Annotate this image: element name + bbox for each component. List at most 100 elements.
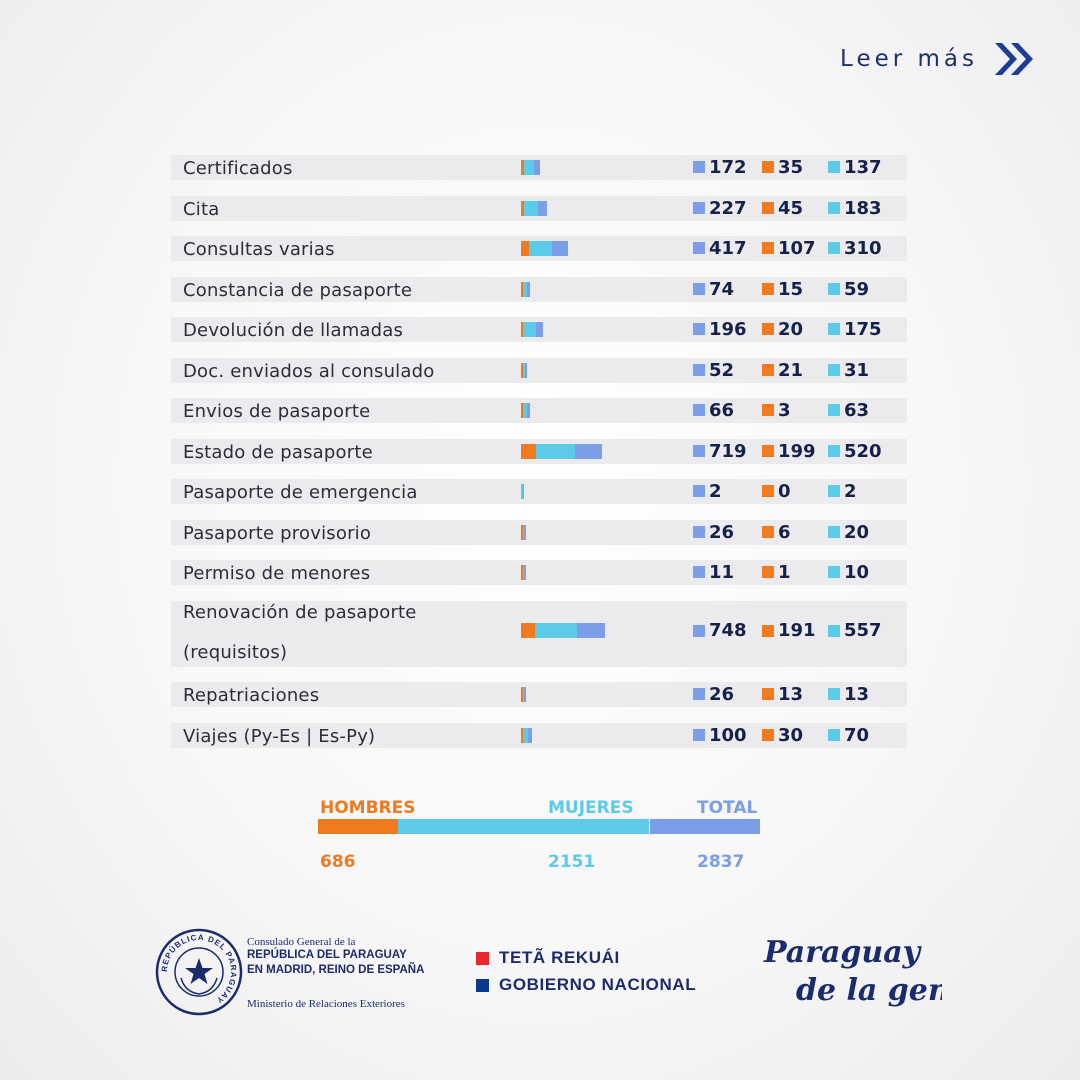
row-label: Envios de pasaporte	[183, 401, 371, 422]
value-hombres: 3	[778, 400, 791, 421]
row-bar	[521, 322, 544, 337]
value-hombres: 1	[778, 562, 791, 583]
bar-segment-hombres	[521, 362, 523, 378]
row-bar	[521, 403, 530, 418]
read-more-link[interactable]: Leer más	[840, 40, 1036, 78]
value-total: 719	[709, 440, 747, 462]
table-row: Repatriaciones 26 13 13	[171, 682, 907, 707]
value-mujeres: 137	[844, 157, 882, 178]
brand-teta-rekuai: TETÃ REKUÁI	[476, 948, 620, 968]
table-row: Pasaporte de emergencia 2 0 2	[171, 479, 907, 504]
legend-square-total	[693, 161, 705, 173]
svg-text:Paraguay: Paraguay	[763, 935, 923, 970]
row-label-line-2: (requisitos)	[183, 641, 288, 663]
row-label: Permiso de menores	[183, 563, 371, 584]
summary-total-value: 2837	[697, 852, 745, 872]
value-mujeres: 13	[844, 684, 870, 705]
table-row: Estado de pasaporte 719 199 520	[171, 438, 907, 464]
bar-segment-mujeres	[522, 687, 525, 702]
row-bar	[521, 565, 526, 580]
legend-square-mujeres	[828, 688, 840, 700]
brand-gobierno-nacional-label: GOBIERNO NACIONAL	[499, 975, 697, 994]
paraguay-de-la-gente-logo: Paraguay de la gente	[763, 935, 942, 1008]
row-label: Devolución de llamadas	[183, 320, 404, 341]
legend-square-total	[693, 363, 705, 376]
bar-segment-mujeres	[522, 403, 528, 418]
value-total: 26	[709, 521, 735, 543]
bar-segment-total	[533, 160, 541, 175]
bar-segment-total	[574, 443, 602, 459]
legend-square-mujeres	[828, 404, 840, 416]
table-row: Pasaporte provisorio 26 6 20	[171, 519, 907, 545]
bar-segment-hombres	[521, 565, 523, 580]
legend-square-mujeres	[828, 485, 840, 497]
value-total: 26	[709, 684, 735, 705]
table-row: Permiso de menores 11 1 10	[171, 560, 907, 585]
summary-total-bar	[649, 819, 760, 834]
legend-square-mujeres	[828, 242, 840, 254]
legend-square-total	[693, 242, 705, 254]
bar-segment-hombres	[521, 322, 523, 337]
value-total: 196	[709, 319, 747, 340]
legend-square-total	[693, 444, 705, 457]
row-label: Pasaporte de emergencia	[183, 482, 418, 503]
row-label: Consultas varias	[183, 239, 335, 260]
svg-text:de la gente: de la gente	[796, 973, 942, 1008]
bar-segment-total	[528, 727, 533, 743]
legend-square-hombres	[762, 242, 774, 254]
value-mujeres: 59	[844, 278, 870, 300]
legend-square-hombres	[762, 282, 774, 295]
legend-square-hombres	[762, 404, 774, 416]
row-bar	[521, 281, 530, 297]
row-label: Doc. enviados al consulado	[183, 360, 435, 382]
brand-teta-rekuai-label: TETÃ REKUÁI	[499, 948, 620, 967]
row-label-line-1: Renovación de pasaporte	[183, 601, 417, 623]
brand-gobierno-nacional: GOBIERNO NACIONAL	[476, 975, 696, 995]
legend-square-mujeres	[828, 444, 840, 457]
summary-total-label: TOTAL	[697, 798, 758, 818]
row-bar	[521, 524, 526, 540]
legend-square-total	[693, 485, 705, 497]
row-label: Constancia de pasaporte	[183, 279, 413, 301]
legend-square-mujeres	[828, 282, 840, 295]
value-total: 172	[709, 157, 747, 178]
bar-segment-mujeres	[524, 200, 539, 216]
bar-segment-total	[552, 241, 568, 256]
legend-square-mujeres	[828, 728, 840, 741]
row-bar	[521, 362, 527, 378]
row-bar	[521, 687, 526, 702]
bar-segment-total	[522, 484, 525, 499]
bar-segment-hombres	[521, 727, 524, 743]
table-row: Constancia de pasaporte 74 15 59	[171, 276, 907, 302]
bar-segment-total	[535, 322, 544, 337]
value-mujeres: 31	[844, 359, 870, 381]
legend-square-mujeres	[828, 161, 840, 173]
bar-segment-hombres	[521, 622, 536, 638]
table-row: Consultas varias 417 107 310	[171, 236, 907, 261]
bar-segment-mujeres	[522, 524, 525, 540]
value-mujeres: 175	[844, 319, 882, 340]
row-bar	[521, 200, 547, 216]
summary-mujeres-value: 2151	[548, 852, 596, 872]
legend-square-hombres	[762, 444, 774, 457]
legend-square-hombres	[762, 624, 774, 637]
row-label: Viajes (Py-Es | Es-Py)	[183, 725, 376, 747]
bar-segment-total	[524, 687, 526, 702]
value-mujeres: 10	[844, 562, 870, 583]
bar-segment-mujeres	[521, 484, 523, 499]
bar-segment-mujeres	[523, 160, 534, 175]
summary-totals: HOMBRES MUJERES TOTAL 686 2151 2837	[318, 796, 760, 886]
legend-square-total	[693, 566, 705, 578]
value-mujeres: 183	[844, 197, 882, 219]
consulate-name: Consulado General de la REPÚBLICA DEL PA…	[247, 936, 424, 1010]
bar-segment-total	[527, 281, 530, 297]
value-hombres: 199	[778, 440, 816, 462]
table-row: Devolución de llamadas 196 20 175	[171, 317, 907, 342]
legend-square-hombres	[762, 566, 774, 578]
row-label: Pasaporte provisorio	[183, 522, 372, 544]
red-square-icon	[476, 951, 489, 965]
bar-segment-total	[538, 200, 547, 216]
legend-square-hombres	[762, 161, 774, 173]
value-hombres: 35	[778, 157, 804, 178]
row-bar	[521, 160, 541, 175]
